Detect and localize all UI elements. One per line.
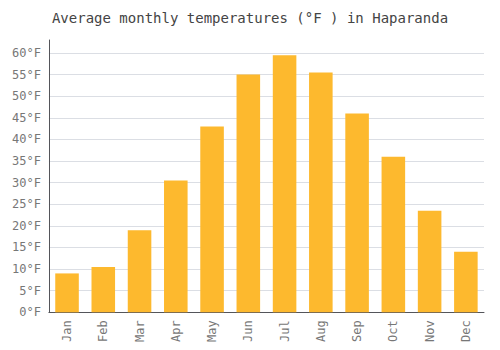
svg-text:Feb: Feb	[96, 320, 110, 342]
svg-text:45°F: 45°F	[12, 111, 41, 125]
svg-text:0°F: 0°F	[19, 305, 41, 319]
svg-text:60°F: 60°F	[12, 46, 41, 60]
svg-text:40°F: 40°F	[12, 132, 41, 146]
svg-text:Aug: Aug	[314, 320, 328, 342]
svg-text:Dec: Dec	[459, 320, 473, 342]
svg-text:May: May	[205, 320, 219, 342]
svg-text:25°F: 25°F	[12, 197, 41, 211]
svg-text:Average monthly temperatures (: Average monthly temperatures (°F ) in Ha…	[52, 10, 448, 26]
svg-text:10°F: 10°F	[12, 262, 41, 276]
svg-text:Jul: Jul	[278, 320, 292, 342]
svg-text:15°F: 15°F	[12, 240, 41, 254]
svg-text:30°F: 30°F	[12, 176, 41, 190]
svg-text:Nov: Nov	[423, 320, 437, 342]
svg-text:Apr: Apr	[169, 320, 183, 342]
svg-text:Jun: Jun	[241, 320, 255, 342]
svg-text:35°F: 35°F	[12, 154, 41, 168]
svg-text:55°F: 55°F	[12, 68, 41, 82]
svg-text:Sep: Sep	[350, 320, 364, 342]
svg-text:5°F: 5°F	[19, 284, 41, 298]
svg-text:Jan: Jan	[60, 320, 74, 342]
svg-text:Oct: Oct	[386, 320, 400, 342]
svg-text:50°F: 50°F	[12, 89, 41, 103]
svg-text:20°F: 20°F	[12, 219, 41, 233]
svg-text:Mar: Mar	[133, 320, 147, 342]
